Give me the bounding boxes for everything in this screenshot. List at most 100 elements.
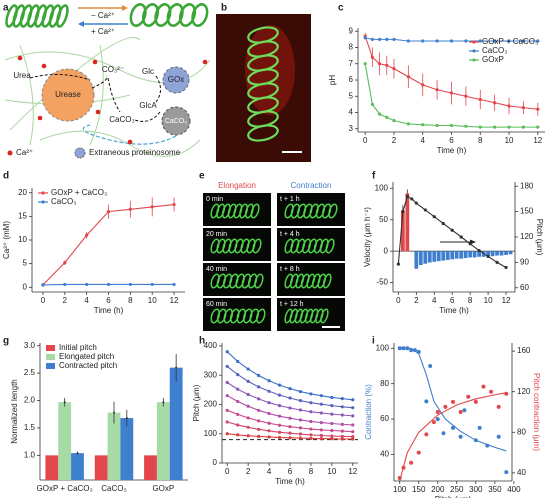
marker [507, 104, 511, 108]
calcium-ion [127, 139, 133, 145]
helix-coil [319, 238, 329, 254]
marker [504, 470, 509, 475]
y2-tick-label: 160 [517, 346, 531, 355]
y-tick-label: 15 [18, 211, 27, 220]
y-tick-label: 100 [375, 183, 389, 192]
x-tick-label: 8 [478, 136, 483, 145]
marker [458, 434, 463, 439]
panel-label: e [199, 171, 205, 182]
glc-label: Glc [142, 67, 154, 76]
marker [225, 420, 229, 424]
helix-coil [12, 4, 26, 28]
marker [431, 420, 436, 425]
marker [330, 428, 334, 433]
legend-swatch [46, 363, 55, 369]
arrow-label: + Ca²⁺ [91, 27, 115, 36]
helix-coil [221, 203, 231, 219]
marker [449, 39, 454, 43]
marker [246, 404, 250, 408]
helix-coil [320, 308, 329, 324]
series-line [227, 409, 353, 433]
marker [309, 433, 313, 437]
legend-swatch [472, 58, 476, 62]
marker [288, 396, 292, 400]
x-tick-label: 2 [392, 136, 397, 145]
marker [421, 83, 425, 87]
x-tick-label: 0 [363, 136, 368, 145]
bar [454, 251, 459, 259]
x-tick-label: 12 [348, 467, 357, 476]
marker [236, 412, 240, 417]
marker [435, 88, 439, 92]
marker [309, 392, 313, 396]
legend-label: GOxP + CaCO₃ [51, 188, 107, 197]
marker [340, 422, 344, 426]
marker [309, 401, 313, 405]
y2-tick-label: 120 [520, 232, 534, 241]
helix-coil [56, 4, 69, 28]
data-point [125, 417, 128, 420]
marker [468, 242, 472, 246]
y2-tick-label: 180 [520, 181, 534, 190]
helix-coil [129, 3, 147, 27]
marker [443, 404, 448, 409]
bar [45, 455, 59, 480]
x-axis-label: Time (h) [94, 306, 124, 315]
x-tick-label: 2 [414, 296, 419, 305]
marker [385, 115, 389, 119]
marker [298, 436, 303, 440]
bar [490, 251, 495, 257]
marker [41, 283, 45, 287]
x-tick-label: 10 [505, 136, 514, 145]
marker [536, 39, 540, 43]
legend-label: CaCO₃ [482, 46, 507, 55]
marker [246, 416, 250, 420]
marker [288, 387, 292, 391]
helix-coil [325, 238, 335, 254]
marker [466, 394, 471, 399]
bar [463, 251, 468, 259]
helix-coil [236, 308, 247, 324]
marker [477, 248, 481, 253]
y-tick-label: 0 [213, 458, 218, 467]
marker [414, 201, 418, 205]
helix-coil [247, 273, 258, 289]
marker [128, 207, 132, 211]
fiber [39, 130, 201, 157]
marker [504, 265, 508, 270]
x-tick-label: 400 [507, 485, 521, 494]
bar [107, 412, 121, 480]
marker [225, 394, 229, 398]
bar [418, 251, 423, 265]
marker [246, 434, 250, 438]
helix-coil [228, 238, 238, 254]
helix-coil [321, 203, 332, 219]
marker [486, 254, 490, 259]
helix-coil [210, 273, 220, 289]
marker [225, 408, 229, 412]
helix-coil [244, 203, 254, 219]
helix-coil [315, 203, 326, 219]
marker [377, 62, 382, 66]
marker [458, 410, 463, 414]
marker [172, 282, 176, 287]
marker [246, 379, 250, 383]
y-tick-label: 100 [204, 429, 218, 438]
frame-time: 20 min [206, 231, 227, 238]
calcium-ion [202, 59, 208, 65]
marker [423, 208, 427, 212]
marker [351, 398, 355, 402]
x-tick-label: 6 [449, 136, 454, 145]
legend-swatch [472, 49, 476, 53]
x-tick-label: 6 [288, 467, 293, 476]
marker [246, 425, 250, 429]
marker [298, 418, 303, 422]
marker [277, 430, 282, 434]
y-tick-label: 0 [384, 246, 389, 255]
helix-coil [178, 3, 197, 27]
y-tick-label: 5 [349, 91, 354, 100]
x-tick-label: 4 [84, 296, 89, 305]
marker [257, 385, 261, 389]
marker [421, 39, 425, 43]
data-point [162, 401, 165, 404]
